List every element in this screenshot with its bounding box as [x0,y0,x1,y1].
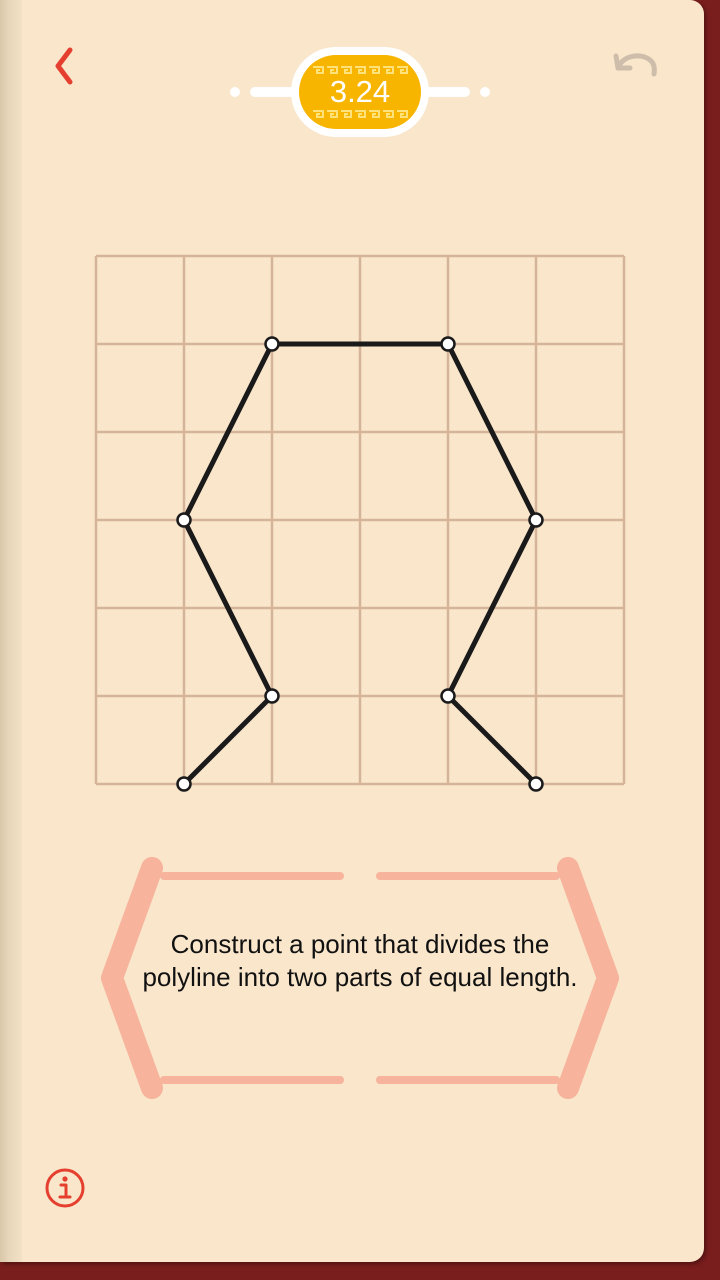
polyline-segment [181,517,275,699]
polyline [181,341,539,787]
grid-lines [94,254,626,786]
info-button[interactable] [43,1166,87,1210]
polyline-vertex[interactable] [528,776,544,792]
level-badge-medallion: 3.24 [299,55,421,129]
polyline-vertices [176,336,544,792]
greek-key-ornament [305,66,415,118]
polyline-vertex[interactable] [528,512,544,528]
polyline-segment [181,693,275,787]
task-text: Construct a point that divides the polyl… [142,929,578,992]
grid-board[interactable] [0,0,704,820]
polyline-vertex[interactable] [264,336,280,352]
polyline-vertex[interactable] [440,336,456,352]
polyline-vertex[interactable] [176,512,192,528]
polyline-segment [445,341,539,523]
back-button[interactable] [42,40,90,92]
undo-arrow-icon [613,53,657,77]
level-number: 3.24 [329,74,391,109]
polyline-vertex[interactable] [440,688,456,704]
polyline-vertex[interactable] [176,776,192,792]
polyline-segment [445,517,539,699]
book-spine [0,0,22,1262]
polyline-segment [181,341,275,523]
polyline-segment [445,693,539,787]
undo-button[interactable] [608,44,662,88]
task-frame [101,857,619,1099]
polyline-vertex[interactable] [264,688,280,704]
level-badge: 3.24 [291,47,429,137]
book-page: 3.24 Construct a point that divides the … [0,0,704,1262]
info-icon [45,1168,85,1208]
chevron-left-icon [55,47,73,85]
